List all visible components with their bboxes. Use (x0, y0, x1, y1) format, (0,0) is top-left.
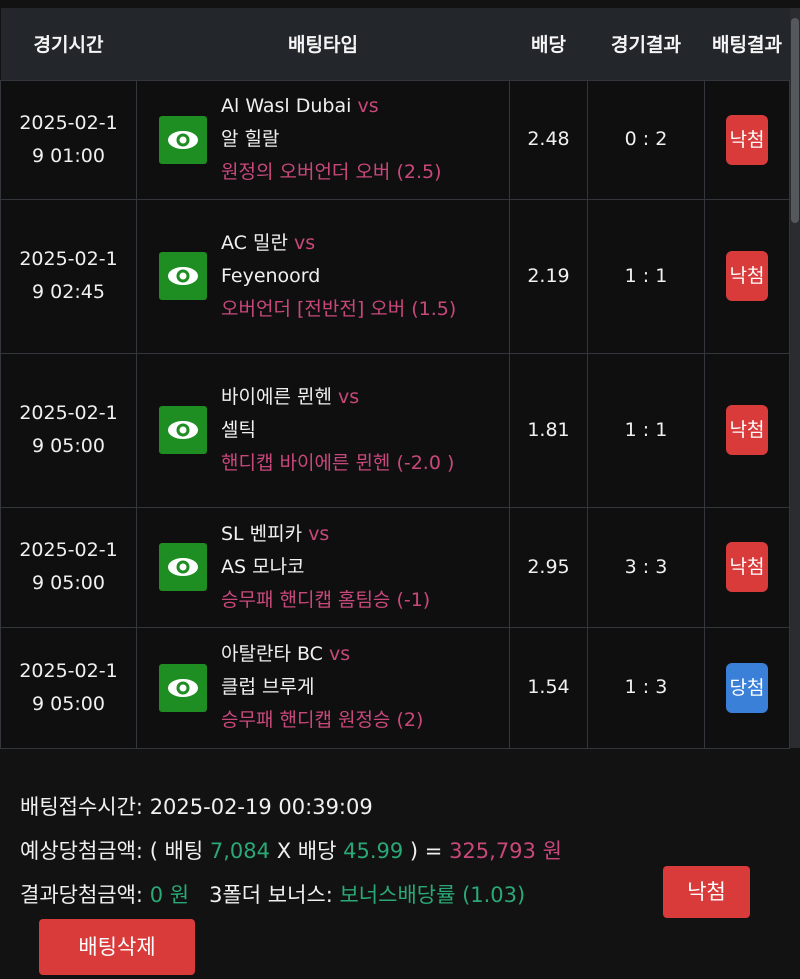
home-team: 아탈란타 BC (221, 643, 323, 665)
match-time: 2025-02-19 05:00 (0, 626, 137, 749)
match-score: 1 : 1 (587, 352, 705, 508)
table-row: 2025-02-19 05:00 SL 벤피카 vs AS 모나코 승무패 핸디… (0, 506, 790, 628)
bet-pick: 원정의 오버언더 오버 (2.5) (221, 161, 442, 183)
match-time: 2025-02-19 01:00 (0, 79, 137, 200)
scrollbar[interactable] (790, 8, 800, 748)
away-team: 클럽 브루게 (221, 676, 315, 698)
away-team: 알 힐랄 (221, 128, 280, 150)
vs-label: vs (293, 231, 316, 254)
match-time: 2025-02-19 05:00 (0, 506, 137, 628)
eye-icon[interactable] (159, 252, 207, 300)
eye-icon[interactable] (159, 663, 207, 712)
vs-label: vs (337, 385, 360, 408)
bet-type-cell: Al Wasl Dubai vs 알 힐랄 원정의 오버언더 오버 (2.5) (136, 79, 510, 200)
result-badge: 낙첨 (726, 114, 768, 165)
equals: ) = (409, 839, 443, 863)
received-time-line: 배팅접수시간: 2025-02-19 00:39:09 (20, 785, 562, 829)
table-row: 2025-02-19 05:00 아탈란타 BC vs 클럽 브루게 승무패 핸… (0, 626, 790, 749)
home-team: 바이에른 뮌헨 (221, 385, 332, 408)
vs-label: vs (328, 643, 351, 665)
received-label: 배팅접수시간: (20, 795, 143, 819)
bet-type-cell: AC 밀란 vs Feyenoord 오버언더 [전반전] 오버 (1.5) (136, 198, 510, 354)
home-team: SL 벤피카 (221, 522, 303, 545)
expected-line: 예상당첨금액: ( 배팅 7,084 X 배당 45.99 ) = 325,79… (20, 829, 562, 873)
scrollbar-thumb[interactable] (791, 18, 799, 223)
header-odds: 배당 (509, 8, 588, 80)
match-score: 1 : 1 (587, 198, 705, 354)
status-button[interactable]: 낙첨 (663, 866, 750, 918)
top-strip (0, 0, 800, 8)
bet-summary: 배팅접수시간: 2025-02-19 00:39:09 예상당첨금액: ( 배팅… (20, 785, 562, 917)
away-team: 셀틱 (221, 418, 256, 441)
expected-amount: 325,793 원 (449, 839, 562, 863)
bonus-label: 3폴더 보너스: (209, 883, 333, 907)
table-header: 경기시간 배팅타입 배당 경기결과 배팅결과 (0, 8, 790, 80)
bet-table: 경기시간 배팅타입 배당 경기결과 배팅결과 2025-02-19 01:00 … (0, 8, 790, 749)
odds: 2.48 (509, 79, 588, 200)
bet-result-cell: 낙첨 (704, 198, 790, 354)
bet-pick: 승무패 핸디캡 원정승 (2) (221, 709, 424, 731)
bet-result-cell: 당첨 (704, 626, 790, 749)
header-time: 경기시간 (0, 8, 137, 80)
bet-pick: 오버언더 [전반전] 오버 (1.5) (221, 297, 457, 320)
header-bet-type: 배팅타입 (136, 8, 510, 80)
bonus-value: 보너스배당률 (1.03) (339, 883, 526, 907)
eye-icon[interactable] (159, 543, 207, 591)
eye-icon[interactable] (159, 406, 207, 454)
bet-pick: 승무패 핸디캡 홈팀승 (-1) (221, 588, 431, 611)
match-time: 2025-02-19 05:00 (0, 352, 137, 508)
away-team: Feyenoord (221, 264, 321, 287)
actual-amount: 0 원 (149, 883, 190, 907)
delete-bet-button[interactable]: 배팅삭제 (39, 919, 195, 975)
received-value: 2025-02-19 00:39:09 (149, 795, 373, 819)
bet-type-cell: 아탈란타 BC vs 클럽 브루게 승무패 핸디캡 원정승 (2) (136, 626, 510, 749)
header-match-result: 경기결과 (587, 8, 705, 80)
eye-icon[interactable] (159, 115, 207, 164)
result-badge: 낙첨 (726, 251, 768, 301)
bet-result-cell: 낙첨 (704, 352, 790, 508)
bet-type-cell: SL 벤피카 vs AS 모나코 승무패 핸디캡 홈팀승 (-1) (136, 506, 510, 628)
odds: 1.54 (509, 626, 588, 749)
result-badge: 낙첨 (726, 405, 768, 455)
away-team: AS 모나코 (221, 555, 305, 578)
odds: 1.81 (509, 352, 588, 508)
actual-line: 결과당첨금액: 0 원 3폴더 보너스: 보너스배당률 (1.03) (20, 873, 562, 917)
match-time: 2025-02-19 02:45 (0, 198, 137, 354)
expected-label: 예상당첨금액: (20, 839, 143, 863)
home-team: Al Wasl Dubai (221, 95, 352, 117)
bet-type-cell: 바이에른 뮌헨 vs 셀틱 핸디캡 바이에른 뮌헨 (-2.0 ) (136, 352, 510, 508)
vs-label: vs (357, 95, 379, 117)
match-score: 1 : 3 (587, 626, 705, 749)
bet-pick: 핸디캡 바이에른 뮌헨 (-2.0 ) (221, 451, 455, 474)
odds: 2.95 (509, 506, 588, 628)
home-team: AC 밀란 (221, 231, 288, 254)
actual-label: 결과당첨금액: (20, 883, 143, 907)
table-row: 2025-02-19 05:00 바이에른 뮌헨 vs 셀틱 핸디캡 바이에른 … (0, 352, 790, 508)
match-score: 3 : 3 (587, 506, 705, 628)
table-row: 2025-02-19 01:00 Al Wasl Dubai vs 알 힐랄 원… (0, 79, 790, 200)
stake-label: ( 배팅 (149, 839, 204, 863)
stake-value: 7,084 (209, 839, 271, 863)
bet-result-cell: 낙첨 (704, 506, 790, 628)
vs-label: vs (308, 522, 330, 545)
result-badge: 당첨 (726, 662, 768, 713)
total-odds-value: 45.99 (343, 839, 404, 863)
table-row: 2025-02-19 02:45 AC 밀란 vs Feyenoord 오버언더… (0, 198, 790, 354)
odds: 2.19 (509, 198, 588, 354)
result-badge: 낙첨 (726, 542, 768, 592)
match-score: 0 : 2 (587, 79, 705, 200)
bet-result-cell: 낙첨 (704, 79, 790, 200)
header-bet-result: 배팅결과 (704, 8, 790, 80)
odds-label: X 배당 (276, 839, 337, 863)
